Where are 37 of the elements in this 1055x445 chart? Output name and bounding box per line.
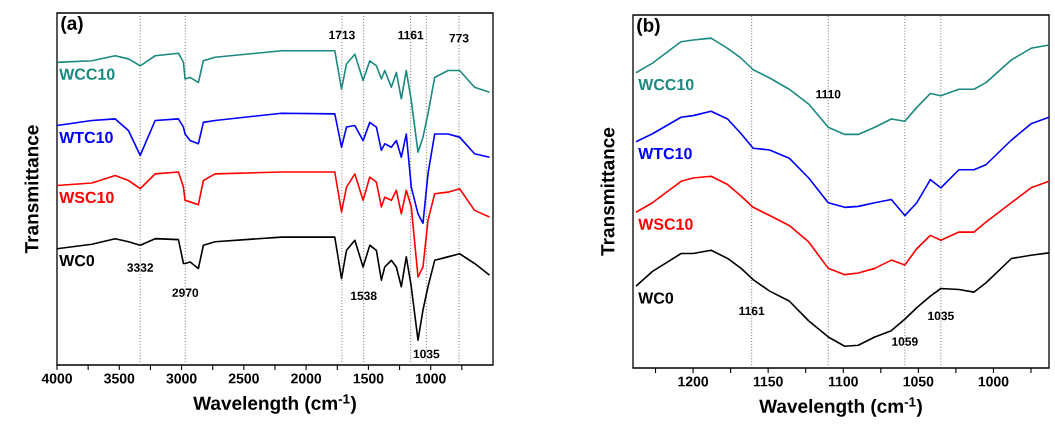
annotation: 1713 <box>329 30 355 40</box>
annotation: 1161 <box>739 306 765 316</box>
x-tick-label: 1100 <box>828 376 858 387</box>
x-tick-label: 1150 <box>753 376 783 387</box>
annotation: 1059 <box>892 337 918 346</box>
x-tick-label: 2500 <box>228 373 259 384</box>
series-label: WSC10 <box>638 218 693 230</box>
x-tick-label: 3500 <box>104 373 135 384</box>
series-label: WTC10 <box>638 147 692 160</box>
x-tick-label: 2000 <box>291 373 322 384</box>
y-axis-title: Transmittance <box>600 127 615 256</box>
y-axis-title: Transmittance <box>24 125 39 254</box>
annotation: 3332 <box>127 263 154 272</box>
annotation: 1035 <box>413 349 440 359</box>
annotation: 1161 <box>398 30 424 40</box>
x-tick-label: 1050 <box>903 376 934 387</box>
annotation: 2970 <box>172 288 199 297</box>
x-axis-title: Wavelength (cm$^{-1}$) <box>193 394 356 414</box>
series-label: WC0 <box>638 292 674 304</box>
x-tick-label: 1200 <box>678 376 709 387</box>
series-label: WSC10 <box>59 191 114 204</box>
x-tick-label: 1000 <box>978 376 1009 387</box>
text: (a) <box>61 15 83 34</box>
annotation: 1538 <box>351 291 377 301</box>
series-label: WCC10 <box>638 78 694 91</box>
series-label: WTC10 <box>59 131 113 144</box>
annotation: 773 <box>449 33 469 43</box>
annotation: 1110 <box>816 89 841 99</box>
x-tick-label: 3000 <box>166 373 197 384</box>
x-tick-label: 1000 <box>416 373 446 384</box>
x-tick-label: 4000 <box>41 373 72 384</box>
x-axis-title: Wavelength (cm$^{-1}$) <box>759 397 922 417</box>
series-label: WC0 <box>59 254 95 267</box>
text: (b) <box>637 17 660 36</box>
annotation: 1035 <box>928 311 954 321</box>
series-label: WCC10 <box>59 68 115 80</box>
x-tick-label: 1500 <box>353 373 384 384</box>
